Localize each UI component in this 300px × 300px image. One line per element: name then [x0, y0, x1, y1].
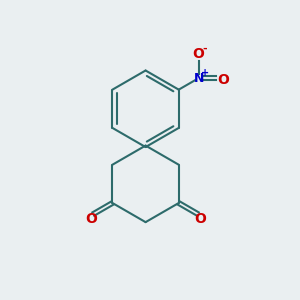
- Text: O: O: [194, 212, 206, 226]
- Text: O: O: [85, 212, 97, 226]
- Text: -: -: [203, 44, 207, 54]
- Text: O: O: [217, 73, 229, 87]
- Text: N: N: [194, 72, 204, 85]
- Text: O: O: [193, 47, 205, 61]
- Text: +: +: [201, 68, 209, 78]
